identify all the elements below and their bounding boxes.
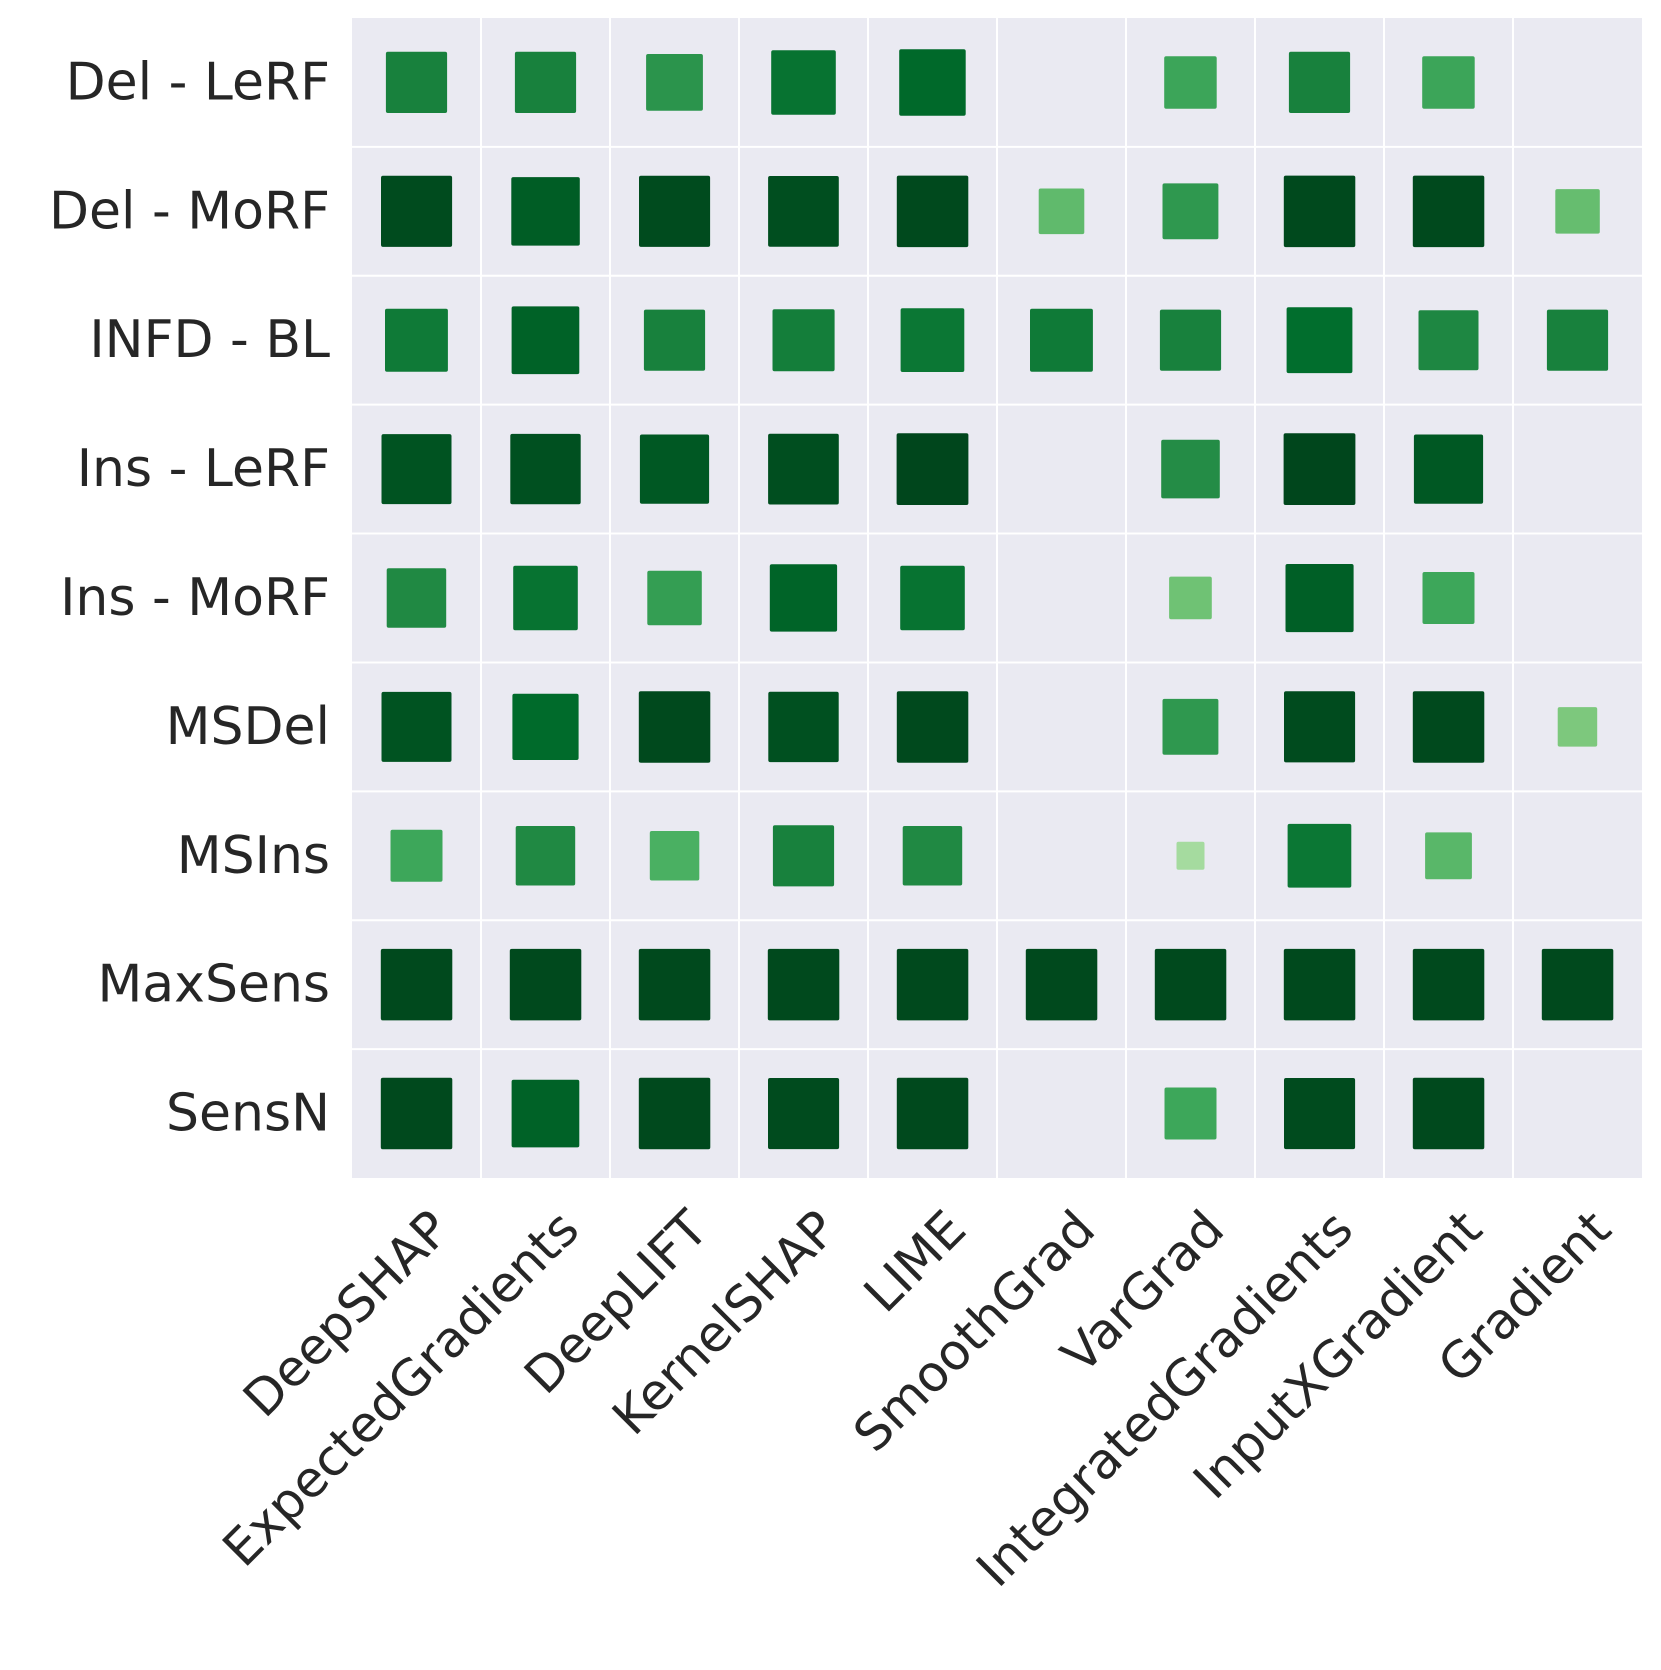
heatmap-cell bbox=[647, 570, 702, 626]
heatmap-cell bbox=[381, 691, 452, 762]
heatmap-cell bbox=[1154, 948, 1227, 1021]
heatmap-cell bbox=[646, 54, 703, 111]
heatmap-cell bbox=[386, 568, 447, 628]
heatmap-cell bbox=[1169, 576, 1212, 620]
heatmap-cell bbox=[1176, 841, 1205, 870]
heatmap-cell bbox=[380, 948, 453, 1021]
heatmap-cell bbox=[639, 175, 711, 247]
heatmap-cell bbox=[1284, 1078, 1356, 1150]
heatmap-cell bbox=[1038, 188, 1085, 235]
heatmap-cell bbox=[512, 693, 579, 760]
heatmap-cell bbox=[769, 564, 838, 632]
heatmap-cell bbox=[768, 691, 839, 763]
heatmap-cell bbox=[1413, 434, 1484, 504]
heatmap-cell bbox=[896, 691, 969, 763]
heatmap-cell bbox=[896, 175, 969, 248]
heatmap-cell bbox=[767, 948, 840, 1021]
heatmap-cell bbox=[385, 51, 448, 113]
row-tick-label: Del - MoRF bbox=[49, 181, 330, 241]
heatmap-cell bbox=[900, 308, 965, 372]
heatmap-cell bbox=[1164, 1087, 1217, 1140]
heatmap-cell bbox=[510, 433, 581, 505]
heatmap-cell bbox=[1162, 698, 1219, 755]
heatmap-cell bbox=[772, 825, 835, 887]
heatmap-cell bbox=[1285, 564, 1354, 633]
heatmap-cell bbox=[1555, 189, 1600, 234]
heatmap-cell bbox=[511, 177, 580, 246]
heatmap-cell bbox=[896, 948, 969, 1021]
row-tick-label: MSDel bbox=[166, 697, 330, 757]
heatmap-cell bbox=[1412, 948, 1485, 1021]
column-tick-label: KernelSHAP bbox=[601, 1199, 848, 1446]
heatmap-cell bbox=[509, 948, 582, 1021]
heatmap-cell bbox=[1557, 707, 1598, 747]
heatmap-cell bbox=[1286, 307, 1353, 374]
heatmap-cell bbox=[649, 831, 700, 881]
heatmap-cell bbox=[1412, 1077, 1485, 1150]
heatmap-cell bbox=[1541, 948, 1614, 1021]
heatmap-cell bbox=[514, 51, 577, 113]
heatmap-cell bbox=[638, 948, 711, 1021]
heatmap-cell bbox=[390, 829, 443, 882]
heatmap-cell bbox=[1284, 691, 1356, 763]
heatmap-cell bbox=[768, 433, 839, 505]
heatmap-cell bbox=[1287, 823, 1352, 888]
heatmap-cell bbox=[638, 1077, 711, 1150]
heatmap-cell bbox=[639, 434, 710, 504]
heatmap-cell bbox=[513, 565, 578, 631]
heatmap-cell bbox=[515, 826, 576, 886]
heatmap-cell bbox=[1422, 56, 1475, 109]
row-tick-label: SensN bbox=[166, 1084, 330, 1144]
heatmap-cell bbox=[1162, 183, 1219, 240]
heatmap-cell bbox=[1164, 56, 1217, 109]
heatmap-cell bbox=[1030, 308, 1093, 372]
heatmap-cell bbox=[1283, 175, 1356, 248]
row-tick-label: Del - LeRF bbox=[66, 52, 330, 112]
heatmap-cell bbox=[768, 176, 839, 247]
heatmap-cell bbox=[772, 309, 835, 372]
row-tick-label: INFD - BL bbox=[89, 310, 330, 370]
heatmap-cell bbox=[638, 691, 711, 763]
heatmap-cell bbox=[1025, 948, 1098, 1021]
heatmap-cell bbox=[902, 826, 963, 886]
heatmap-cell bbox=[896, 433, 969, 505]
heatmap-cell bbox=[1283, 433, 1356, 505]
heatmap-cell bbox=[381, 434, 452, 505]
row-tick-label: Ins - MoRF bbox=[60, 568, 330, 628]
heatmap-cell bbox=[1546, 309, 1609, 371]
heatmap-cell bbox=[385, 308, 448, 372]
heatmap-cell bbox=[1425, 832, 1472, 880]
row-tick-label: MSIns bbox=[177, 826, 330, 886]
heatmap-cell bbox=[1418, 310, 1479, 371]
heatmap-cell bbox=[771, 50, 836, 115]
heatmap-cell bbox=[768, 1078, 840, 1150]
heatmap-cell bbox=[1159, 309, 1222, 371]
heatmap-cell bbox=[511, 306, 580, 375]
heatmap-cell bbox=[899, 49, 966, 116]
row-tick-label: Ins - LeRF bbox=[77, 439, 330, 499]
heatmap-cell bbox=[643, 309, 706, 371]
heatmap-cell bbox=[900, 565, 965, 631]
heatmap-cell bbox=[381, 175, 453, 247]
heatmap-cell bbox=[1161, 439, 1220, 499]
heatmap-cell bbox=[1288, 51, 1351, 113]
heatmap-cell bbox=[1412, 691, 1485, 763]
heatmap-cell bbox=[511, 1079, 580, 1148]
heatmap-cell bbox=[1422, 572, 1475, 624]
heatmap-cell bbox=[896, 1077, 969, 1150]
row-tick-label: MaxSens bbox=[97, 955, 330, 1015]
heatmap-cell bbox=[1283, 948, 1356, 1021]
heatmap-cell bbox=[380, 1077, 453, 1150]
heatmap-cell bbox=[1412, 175, 1485, 248]
